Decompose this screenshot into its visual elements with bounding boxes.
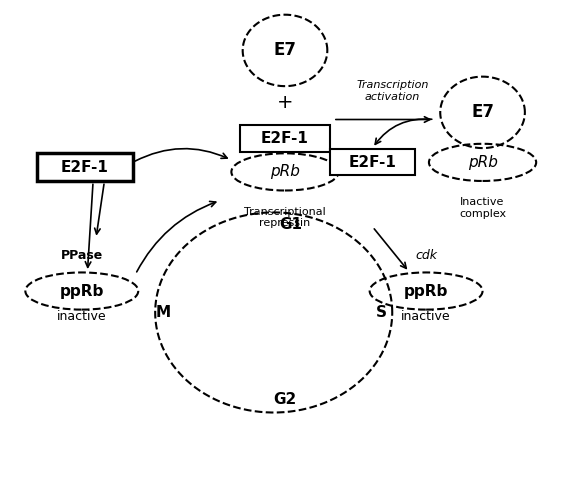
FancyBboxPatch shape: [240, 125, 330, 152]
Text: Inactive
complex: Inactive complex: [459, 197, 506, 219]
Text: pRb: pRb: [270, 164, 300, 179]
Text: pRb: pRb: [467, 155, 498, 170]
Text: E2F-1: E2F-1: [60, 160, 108, 174]
FancyBboxPatch shape: [36, 153, 133, 181]
Text: G2: G2: [274, 392, 296, 407]
FancyBboxPatch shape: [330, 149, 415, 175]
Text: ppRb: ppRb: [60, 283, 104, 298]
Text: E7: E7: [471, 103, 494, 121]
Text: G1: G1: [279, 217, 302, 232]
Text: cdk: cdk: [415, 249, 437, 262]
Text: Transcription
activation: Transcription activation: [356, 80, 429, 102]
Text: +: +: [277, 94, 293, 112]
Text: inactive: inactive: [401, 310, 451, 323]
Text: inactive: inactive: [57, 310, 107, 323]
Text: E2F-1: E2F-1: [261, 131, 309, 146]
Text: S: S: [376, 305, 386, 320]
Text: Transcriptional
repressin: Transcriptional repressin: [244, 207, 326, 228]
Text: PPase: PPase: [60, 249, 103, 262]
Text: E7: E7: [274, 41, 296, 59]
Text: E2F-1: E2F-1: [348, 155, 396, 170]
Text: M: M: [156, 305, 171, 320]
Text: ppRb: ppRb: [404, 283, 448, 298]
